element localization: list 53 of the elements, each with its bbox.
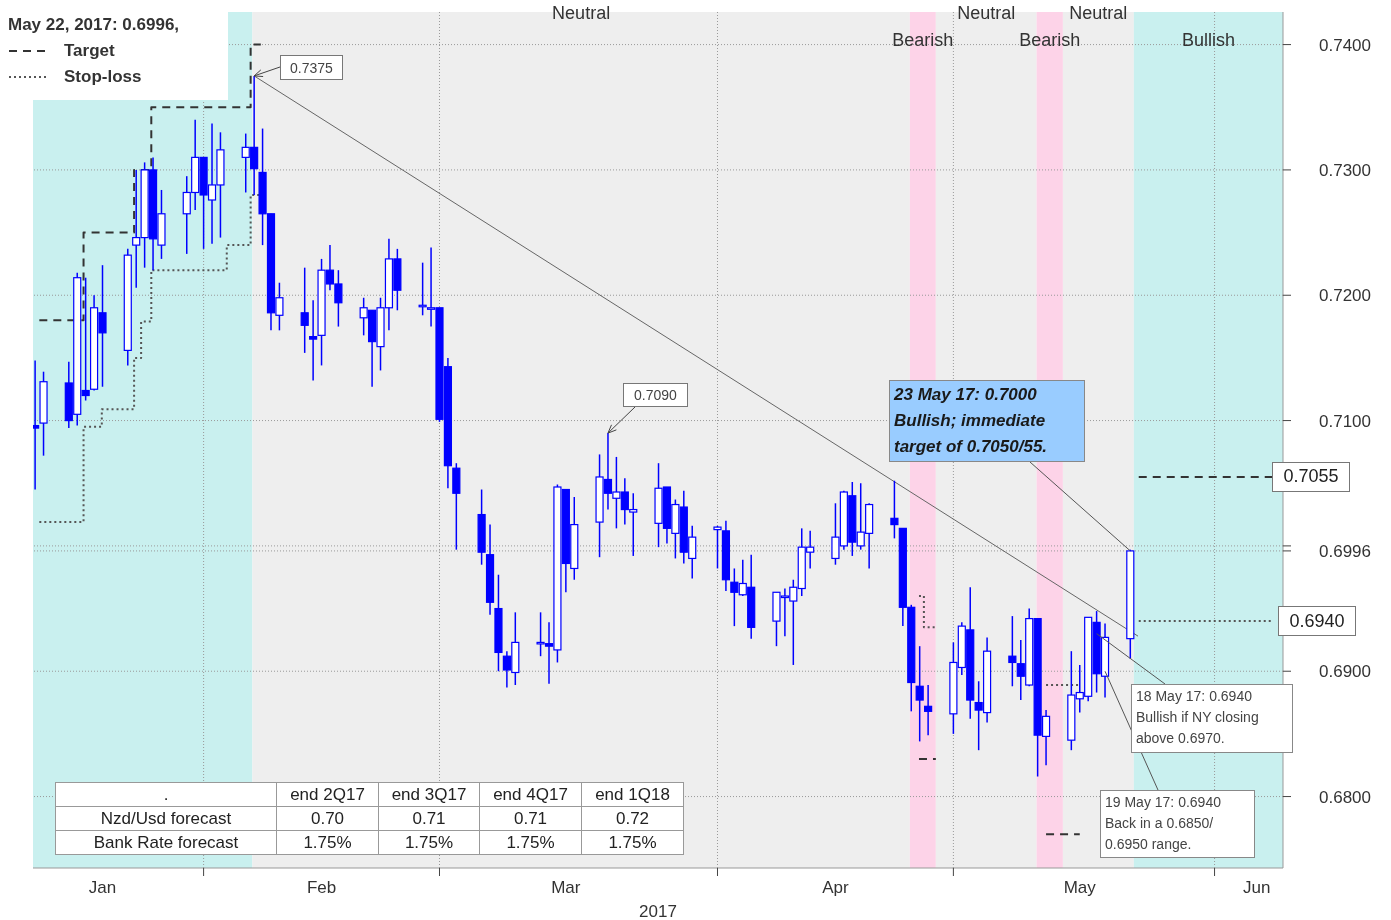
annotation: end 3Q17 (378, 782, 480, 807)
annotation: May 22, 2017: 0.6996, (8, 14, 181, 36)
x-tick-label: Jun (1242, 878, 1271, 897)
candlestick (1008, 615, 1017, 688)
legend-label: Stop-loss (64, 66, 142, 88)
y-tick-label: 0.6800 (1319, 787, 1371, 807)
y-tick-label: 0.6900 (1319, 662, 1371, 682)
y-tick-label: 0.7200 (1319, 286, 1371, 306)
band-label: Neutral (1068, 3, 1129, 24)
x-tick-label: May (1063, 878, 1097, 897)
y-tick-label: 0.6996 (1319, 541, 1371, 561)
candlestick (924, 684, 933, 736)
annotation: 19 May 17: 0.6940 Back in a 0.6850/ 0.6950 range. (1105, 793, 1222, 854)
annotation: 1.75% (581, 830, 684, 855)
annotation: 0.7055 (1272, 461, 1350, 492)
candlestick (309, 299, 318, 382)
annotation: end 2Q17 (276, 782, 379, 807)
x-tick-label: Apr (822, 878, 849, 897)
annotation: 0.7090 (623, 383, 688, 407)
band-label: Neutral (956, 3, 1017, 24)
annotation: 0.71 (378, 806, 480, 831)
x-axis-title: 2017 (638, 902, 678, 920)
annotation: . (55, 782, 277, 807)
annotation: Bank Rate forecast (55, 830, 277, 855)
x-tick-label: Mar (551, 878, 581, 897)
band-label: Bearish (891, 30, 955, 51)
candlestick (33, 359, 40, 491)
annotation: 0.71 (479, 806, 582, 831)
legend-label: Target (64, 40, 115, 62)
candlestick (300, 266, 309, 354)
annotation: 1.75% (378, 830, 480, 855)
band-label: Neutral (551, 3, 612, 24)
annotation: 0.7375 (280, 55, 343, 80)
y-tick-label: 0.7400 (1319, 35, 1371, 55)
band-label: Bearish (1018, 30, 1082, 51)
annotation: Nzd/Usd forecast (55, 806, 277, 831)
annotation: 23 May 17: 0.7000 Bullish; immediate target of 0.7050/55. (894, 384, 1049, 458)
candlestick (713, 525, 722, 570)
band-label: Bullish (1180, 30, 1236, 51)
annotation: 18 May 17: 0.6940 Bullish if NY closing above 0.6970. (1136, 687, 1260, 748)
annotation: 1.75% (479, 830, 582, 855)
candlestick (890, 479, 899, 540)
y-tick-label: 0.7100 (1319, 411, 1371, 431)
annotation: 1.75% (276, 830, 379, 855)
annotation: 0.72 (581, 806, 684, 831)
annotation: end 1Q18 (581, 782, 684, 807)
x-tick-label: Jan (88, 878, 117, 897)
candlestick (915, 645, 924, 743)
annotation: 0.70 (276, 806, 379, 831)
y-tick-label: 0.7300 (1319, 160, 1371, 180)
annotation: 0.6940 (1278, 606, 1356, 637)
x-tick-label: Feb (306, 878, 337, 897)
annotation: end 4Q17 (479, 782, 582, 807)
